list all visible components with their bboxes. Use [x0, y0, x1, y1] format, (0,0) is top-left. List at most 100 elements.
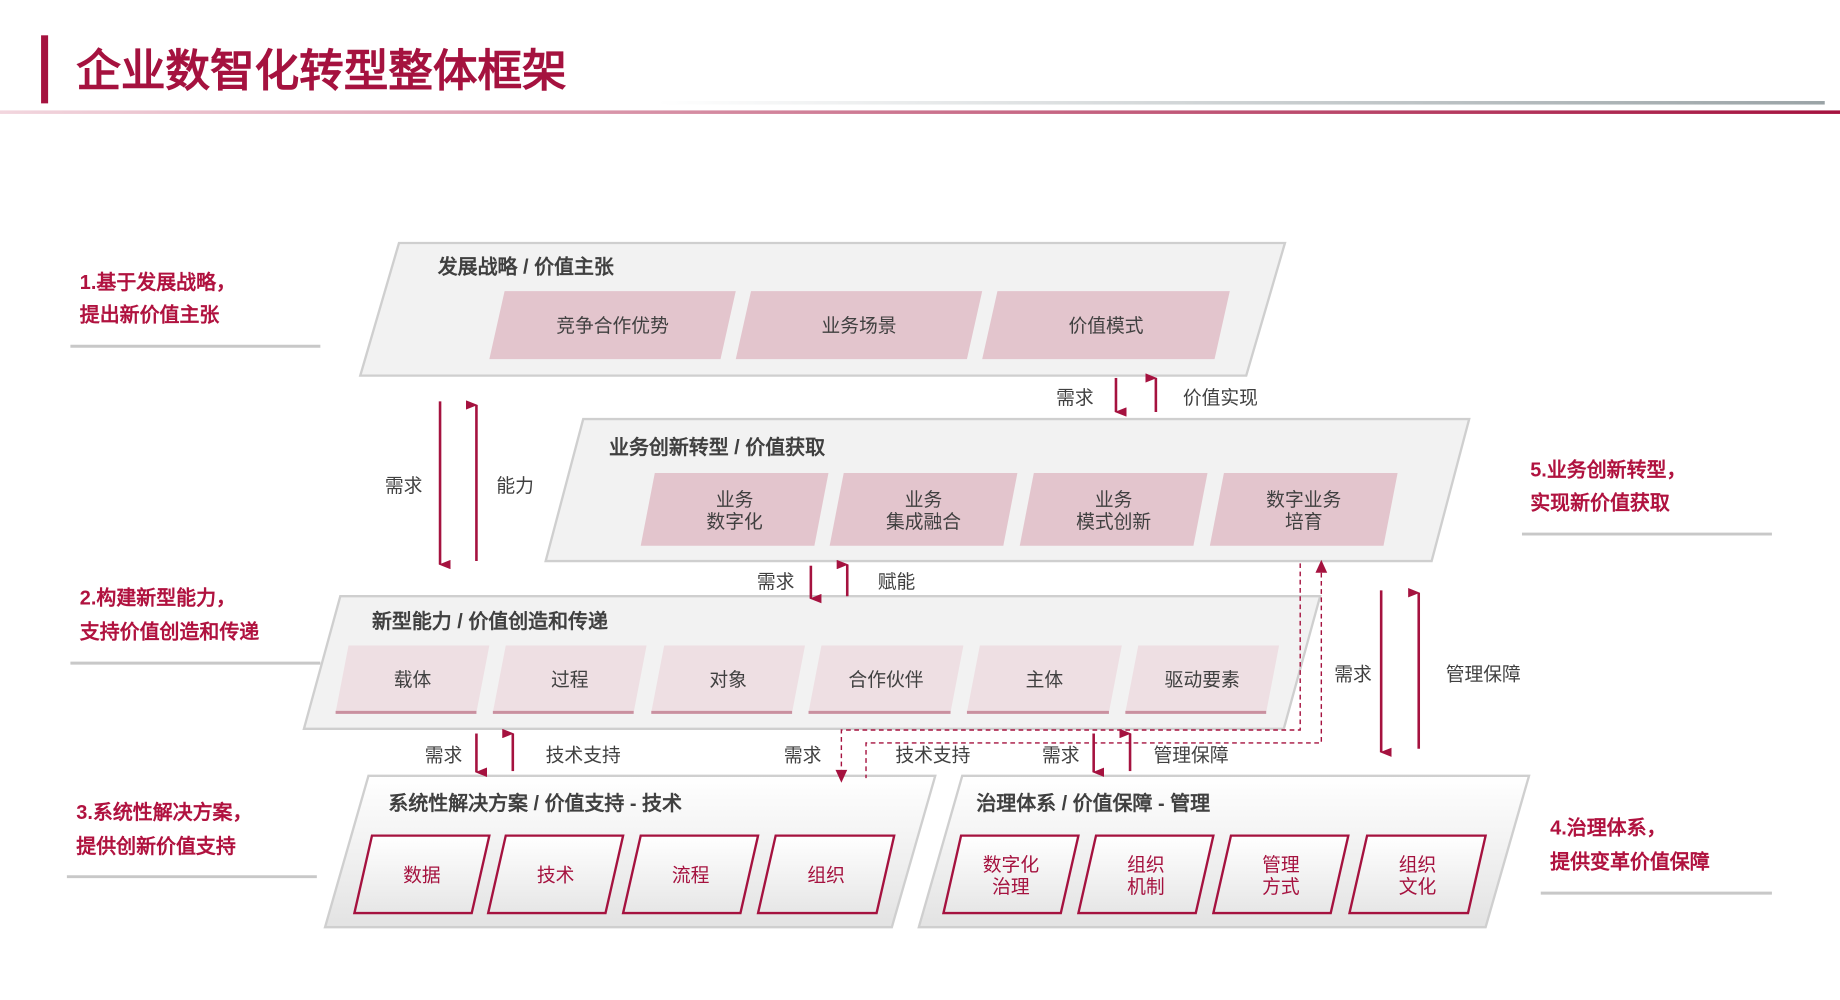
layer-item-label: 组织	[807, 864, 845, 885]
arrow-label: 管理保障	[1446, 664, 1521, 685]
layer-item-label: 业务	[905, 489, 943, 510]
layer-item-label: 管理	[1262, 854, 1300, 875]
dashed-demand-line	[840, 563, 1301, 773]
side-label-line2: 支持价值创造和传递	[79, 619, 260, 643]
layer-item-label: 数字化	[706, 511, 763, 532]
layer-item: 价值模式	[982, 291, 1230, 360]
side-label-4: 4.治理体系， 提供变革价值保障	[1540, 815, 1772, 895]
side-label-line2: 实现新价值获取	[1530, 490, 1670, 514]
layer-item-shape	[966, 645, 1122, 713]
layer-item-label: 主体	[1026, 669, 1064, 690]
arrow-label: 能力	[496, 475, 534, 496]
layer-item-shape	[1019, 473, 1208, 546]
arrow-label: 技术支持	[895, 745, 970, 766]
side-label-1: 1.基于发展战略， 提出新价值主张	[70, 270, 321, 348]
layer-item-shape	[1076, 834, 1215, 915]
arrow-label: 需求	[757, 571, 795, 592]
layer-item-shape	[640, 473, 829, 546]
layer-item-shape	[756, 834, 896, 915]
layer-item-label: 集成融合	[886, 511, 961, 532]
layer-item-label: 方式	[1262, 876, 1300, 897]
layer-item-label: 技术	[537, 864, 575, 885]
arrow-label: 需求	[1042, 745, 1080, 766]
layer-item: 合作伙伴	[808, 645, 964, 714]
layer-item-label: 业务场景	[821, 315, 896, 336]
title-accent-bar	[41, 35, 49, 104]
layer-item: 载体	[335, 645, 490, 714]
arrow-label: 需求	[1056, 387, 1094, 408]
side-label-line1: 5.业务创新转型，	[1530, 458, 1686, 482]
layer-item-shape	[1211, 834, 1350, 915]
layer-item-label: 数字化	[983, 854, 1040, 875]
layer-title: 发展战略 / 价值主张	[437, 255, 615, 279]
side-label-line1: 1.基于发展战略，	[80, 270, 236, 294]
side-label-line1: 2.构建新型能力，	[80, 585, 236, 609]
layer-item-label: 驱动要素	[1165, 669, 1240, 690]
dashed-demand-arrowhead	[835, 769, 848, 783]
side-label-line2: 提供变革价值保障	[1550, 849, 1710, 873]
page-title: 企业数智化转型整体框架	[76, 47, 567, 96]
side-label-5: 5.业务创新转型， 实现新价值获取	[1521, 458, 1772, 536]
layer-item: 主体	[966, 645, 1122, 714]
layer-item-label: 流程	[672, 864, 710, 885]
layer-item-shape	[941, 834, 1080, 915]
layer-item-shape	[735, 291, 983, 360]
side-label-line1: 3.系统性解决方案，	[76, 800, 252, 824]
dashed-tech-arrowhead	[1315, 559, 1328, 573]
layer-item-shape	[352, 834, 491, 915]
layer-item-label: 模式创新	[1076, 511, 1151, 532]
layer-item-shape	[1125, 645, 1280, 713]
header-divider-accent	[0, 110, 1840, 114]
layer-item: 业务场景	[735, 291, 983, 360]
arrow-label: 赋能	[878, 571, 916, 592]
layer-item-shape	[1209, 473, 1398, 546]
layer-item: 流程	[621, 834, 760, 915]
side-label-2: 2.构建新型能力， 支持价值创造和传递	[70, 585, 321, 665]
layer-item-shape	[829, 473, 1018, 546]
layer-item-label: 竞争合作优势	[556, 315, 669, 336]
side-label-line2: 提供创新价值支持	[76, 834, 236, 858]
arrow-label: 价值实现	[1183, 387, 1258, 408]
layer-item-label: 载体	[394, 669, 432, 690]
arrow-label: 管理保障	[1154, 745, 1229, 766]
side-label-line1: 4.治理体系，	[1550, 815, 1666, 839]
layer-item-label: 过程	[551, 669, 589, 690]
layer-item: 技术	[486, 834, 625, 915]
layer-item-shape	[492, 645, 647, 713]
arrow-label: 需求	[1334, 664, 1372, 685]
layer-title: 业务创新转型 / 价值获取	[609, 435, 825, 459]
layer-item: 组织	[756, 834, 896, 915]
layer-item: 对象	[651, 645, 805, 714]
arrow-label: 需求	[425, 745, 463, 766]
header-divider-gray	[657, 101, 1825, 105]
layer-item-label: 业务	[1095, 489, 1133, 510]
layer-item-label: 机制	[1127, 876, 1165, 897]
layer-item-shape	[489, 291, 736, 360]
arrows	[438, 373, 1421, 777]
arrow-label: 技术支持	[546, 745, 621, 766]
layer-item-label: 价值模式	[1068, 315, 1143, 336]
arrow-labels: 需求 价值实现 需求 能力 需求 赋能 需求 管理保障 需求 技术支持 需求 技…	[385, 387, 1521, 766]
layer-item-label: 组织	[1127, 854, 1165, 875]
layer-title: 治理体系 / 价值保障 - 管理	[976, 791, 1210, 815]
layer-item-label: 数字业务	[1266, 489, 1341, 510]
layer-item: 驱动要素	[1125, 645, 1280, 714]
layer-item: 数据	[352, 834, 491, 915]
layer-item-label: 对象	[709, 669, 747, 690]
layer-item-label: 培育	[1285, 511, 1323, 532]
layer-item-shape	[651, 645, 805, 713]
layer-item-label: 业务	[716, 489, 754, 510]
